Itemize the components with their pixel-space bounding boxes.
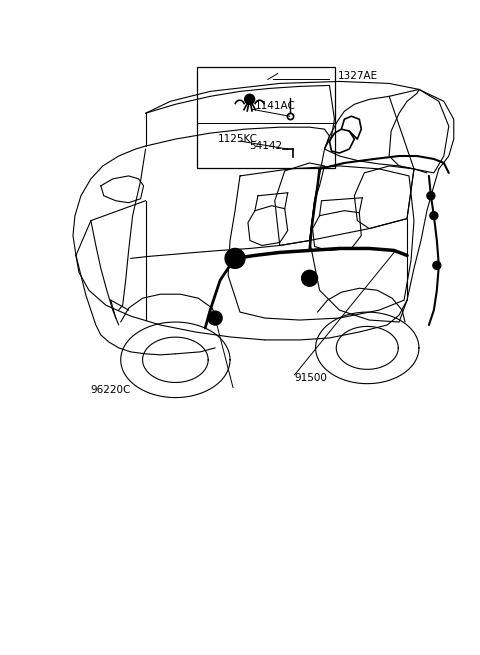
Circle shape [263,74,273,85]
Text: 96220C: 96220C [91,384,131,395]
Text: 54142: 54142 [250,141,283,151]
Circle shape [245,94,254,104]
Circle shape [430,212,438,219]
Text: 1125KC: 1125KC [218,134,258,144]
Circle shape [285,143,291,149]
Circle shape [208,311,222,325]
Text: 1141AC: 1141AC [255,102,296,111]
Bar [197,67,336,168]
Circle shape [225,248,245,269]
Text: 1327AE: 1327AE [337,71,378,81]
Circle shape [427,192,435,200]
Circle shape [301,271,318,286]
Text: 91500: 91500 [295,373,327,383]
Circle shape [433,261,441,269]
